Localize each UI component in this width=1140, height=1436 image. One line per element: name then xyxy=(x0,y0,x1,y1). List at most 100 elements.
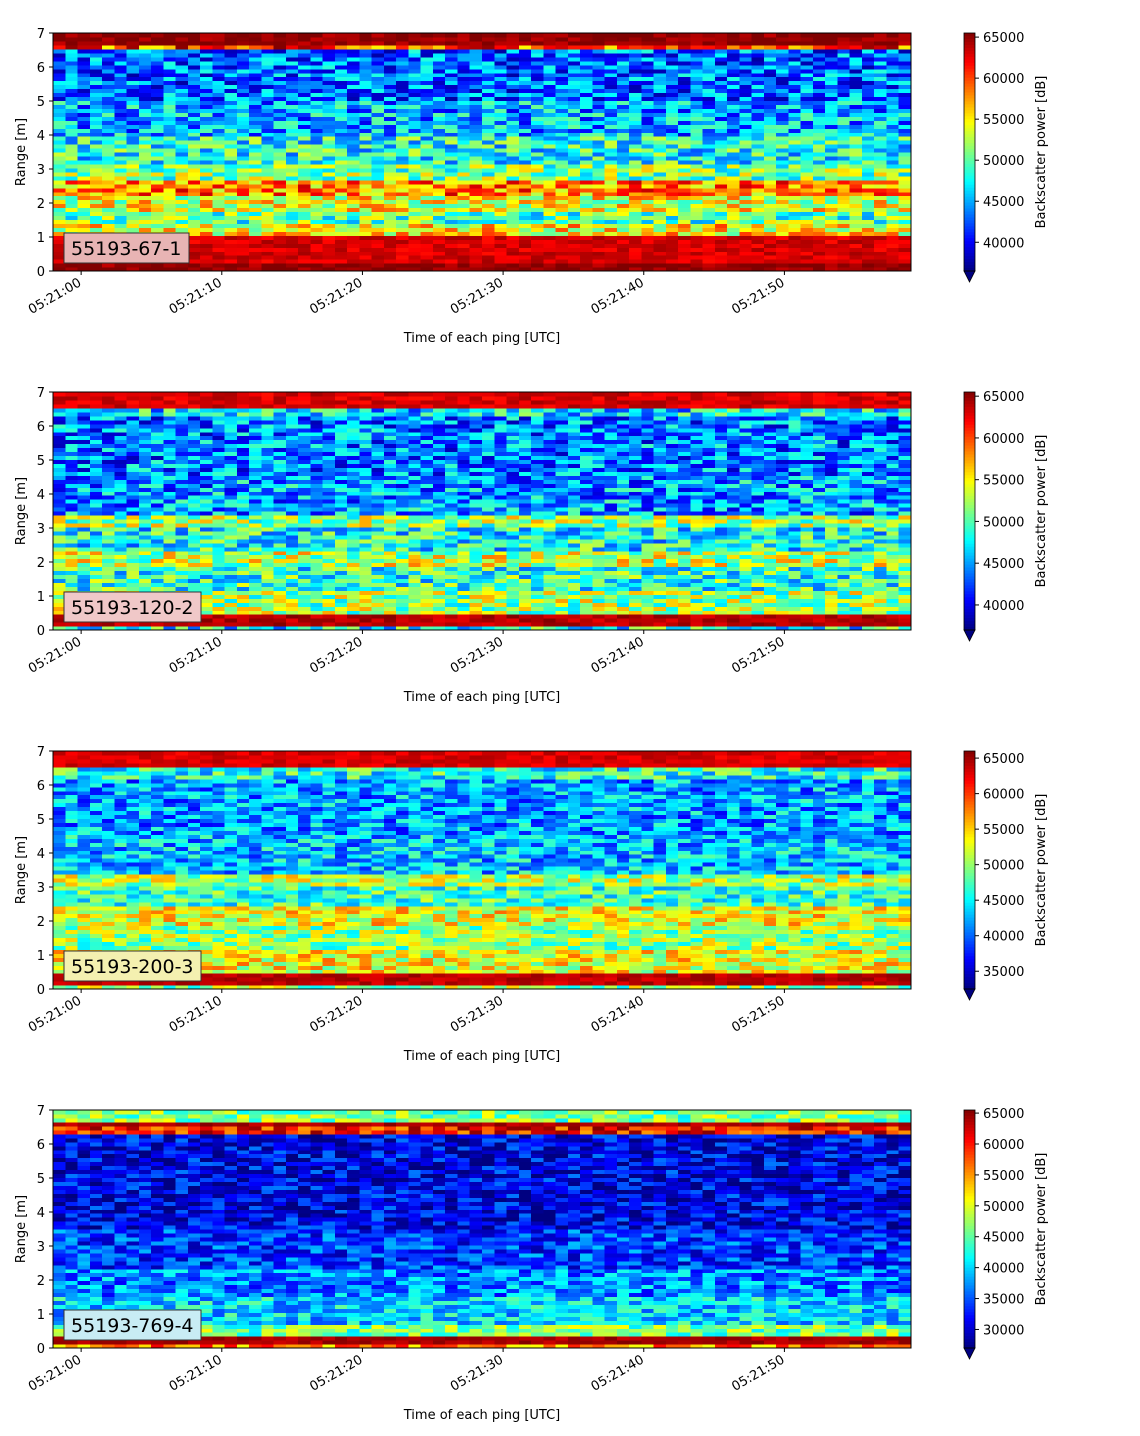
colorbar-segment xyxy=(964,487,975,491)
y-tick-label: 2 xyxy=(37,1274,45,1289)
colorbar-segment xyxy=(964,1110,975,1114)
colorbar-segment xyxy=(964,534,975,539)
colorbar-segment xyxy=(964,1294,975,1299)
x-tick-label: 05:21:50 xyxy=(729,1352,787,1394)
y-tick-label: 5 xyxy=(37,454,45,469)
y-tick-label: 0 xyxy=(37,1342,45,1357)
colorbar-segment xyxy=(964,1115,975,1120)
colorbar-segment xyxy=(964,1327,975,1331)
colorbar-segment xyxy=(964,502,975,506)
x-tick-label: 05:21:10 xyxy=(167,1352,225,1394)
colorbar-segment xyxy=(964,1136,975,1141)
colorbar-segment xyxy=(964,163,975,168)
colorbar-segment xyxy=(964,484,975,488)
colorbar-segment xyxy=(964,516,975,521)
colorbar-segment xyxy=(964,600,975,604)
colorbar-segment xyxy=(964,256,975,260)
colorbar-extend-arrow xyxy=(963,270,976,283)
colorbar-segment xyxy=(964,442,975,447)
colorbar-segment xyxy=(964,843,975,847)
colorbar-segment xyxy=(964,546,975,551)
colorbar-segment xyxy=(964,190,975,195)
colorbar-segment xyxy=(964,92,975,97)
colorbar-segment xyxy=(964,1255,975,1260)
x-tick-label: 05:21:20 xyxy=(307,634,365,676)
colorbar-segment xyxy=(964,472,975,476)
colorbar-segment xyxy=(964,896,975,901)
colorbar-segment xyxy=(964,196,975,201)
colorbar-segment xyxy=(964,1234,975,1239)
colorbar-segment xyxy=(964,513,975,518)
colorbar-segment xyxy=(964,178,975,183)
colorbar-segment xyxy=(964,125,975,129)
colorbar-segment xyxy=(964,774,975,779)
colorbar-segment xyxy=(964,1118,975,1123)
colorbar-segment xyxy=(964,867,975,871)
colorbar-segment xyxy=(964,861,975,865)
colorbar-segment xyxy=(964,555,975,560)
colorbar: 30000 35000 40000 45000 50000 55000 60000 65000… xyxy=(963,1107,1049,1360)
colorbar-segment xyxy=(964,1240,975,1245)
colorbar-segment xyxy=(964,250,975,254)
colorbar-segment xyxy=(964,80,975,85)
colorbar-segment xyxy=(964,1249,975,1254)
colorbar-extend-arrow xyxy=(963,629,976,642)
colorbar-segment xyxy=(964,259,975,263)
colorbar-segment xyxy=(964,977,975,981)
colorbar-segment xyxy=(964,965,975,969)
colorbar-tick-label: 45000 xyxy=(983,1231,1024,1246)
heatmap xyxy=(53,1110,912,1349)
panel-3: 0 1 2 3 4 5 6 7 05:21:00 05:21:10 05:21:20 05:21:30… xyxy=(14,745,1049,1064)
colorbar-segment xyxy=(964,199,975,204)
colorbar-segment xyxy=(964,454,975,459)
colorbar-segment xyxy=(964,858,975,862)
colorbar-segment xyxy=(964,944,975,948)
colorbar-segment xyxy=(964,445,975,450)
sample-label-box xyxy=(63,1309,202,1341)
colorbar-segment xyxy=(964,175,975,180)
colorbar-segment xyxy=(964,825,975,829)
colorbar-segment xyxy=(964,86,975,91)
x-tick-label: 05:21:10 xyxy=(167,275,225,317)
colorbar-segment xyxy=(964,1237,975,1242)
colorbar-segment xyxy=(964,980,975,984)
colorbar-segment xyxy=(964,265,975,269)
colorbar-segment xyxy=(964,44,975,49)
colorbar-segment xyxy=(964,1282,975,1287)
colorbar-segment xyxy=(964,1181,975,1185)
colorbar-tick-label: 40000 xyxy=(983,1262,1024,1277)
colorbar-segment xyxy=(964,771,975,776)
x-tick-label: 05:21:10 xyxy=(167,993,225,1035)
colorbar-segment xyxy=(964,837,975,841)
colorbar-segment xyxy=(964,1214,975,1218)
colorbar-segment xyxy=(964,762,975,767)
colorbar-segment xyxy=(964,588,975,592)
colorbar-segment xyxy=(964,609,975,613)
colorbar-segment xyxy=(964,98,975,103)
heatmap xyxy=(53,392,912,631)
colorbar-segment xyxy=(964,852,975,856)
colorbar-tick-label: 65000 xyxy=(983,1107,1024,1122)
colorbar-segment xyxy=(964,597,975,601)
colorbar-segment xyxy=(964,564,975,569)
colorbar-tick-label: 55000 xyxy=(983,823,1024,838)
colorbar-segment xyxy=(964,1264,975,1269)
colorbar-segment xyxy=(964,576,975,581)
colorbar-segment xyxy=(964,899,975,904)
colorbar-segment xyxy=(964,884,975,889)
heatmap xyxy=(53,751,912,990)
colorbar-segment xyxy=(964,62,975,67)
colorbar-segment xyxy=(964,430,975,435)
colorbar-segment xyxy=(964,116,975,120)
colorbar-segment xyxy=(964,914,975,919)
colorbar-segment xyxy=(964,759,975,764)
colorbar-segment xyxy=(964,104,975,108)
colorbar-segment xyxy=(964,1211,975,1215)
colorbar-segment xyxy=(964,1187,975,1191)
colorbar-segment xyxy=(964,1166,975,1171)
colorbar-segment xyxy=(964,1312,975,1316)
colorbar-segment xyxy=(964,875,975,880)
panel-1: 0 1 2 3 4 5 6 7 05:21:00 05:21:10 05:21:20 05:21:30… xyxy=(14,27,1049,346)
colorbar-segment xyxy=(964,448,975,453)
colorbar-segment xyxy=(964,765,975,770)
